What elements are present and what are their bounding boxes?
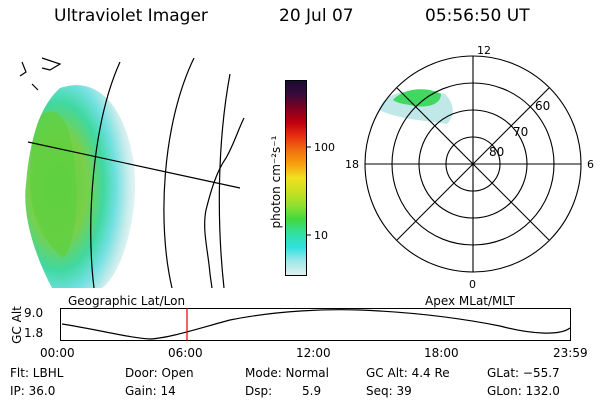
colorbar-unit-label: photon cm⁻²s⁻¹ [269, 135, 283, 229]
flt-info: Flt: LBHL [10, 366, 64, 380]
geographic-label: Geographic Lat/Lon [68, 294, 186, 308]
date-label: 20 Jul 07 [279, 6, 354, 26]
coastline [204, 117, 245, 289]
xtick-1200: 12:00 [296, 346, 331, 360]
ip-info: IP: 36.0 [10, 384, 56, 398]
colorbar-tick-100: 100 [314, 141, 335, 154]
aurora-polar-core [393, 89, 441, 107]
xtick-2359: 23:59 [553, 346, 588, 360]
polar-plot: 12 18 6 0 60 70 80 [345, 44, 594, 291]
colorbar-tick-10: 10 [314, 229, 328, 242]
altitude-curve [61, 309, 571, 340]
lat-label-70: 70 [513, 125, 528, 139]
geographic-image-panel [19, 57, 245, 289]
colorbar-axis: 100 10 [306, 141, 335, 242]
timeline-plot [60, 308, 571, 341]
timeline-axis-title: GC Alt [9, 306, 24, 344]
instrument-title: Ultraviolet Imager [54, 6, 208, 26]
gain-info: Gain: 14 [125, 384, 176, 398]
mlt-label-12: 12 [477, 44, 491, 57]
coastline [19, 57, 62, 91]
lat-label-80: 80 [489, 145, 504, 159]
xtick-0600: 06:00 [168, 346, 203, 360]
glon-info: GLon: 132.0 [487, 384, 560, 398]
latitude-arc [218, 73, 231, 289]
mode-info: Mode: Normal [245, 366, 329, 380]
ytick-1.8: 1.8 [24, 326, 44, 340]
dsp-value: 5.9 [302, 384, 322, 398]
glat-info: GLat: −55.7 [487, 366, 560, 380]
aurora-core [30, 111, 77, 258]
xtick-1800: 18:00 [424, 346, 459, 360]
mlt-label-18: 18 [345, 158, 359, 171]
apex-label: Apex MLat/MLT [425, 294, 515, 308]
time-label: 05:56:50 UT [425, 6, 530, 26]
dsp-label: Dsp: [245, 384, 273, 398]
door-info: Door: Open [125, 366, 194, 380]
latitude-arc [90, 61, 121, 289]
longitude-line [27, 141, 241, 189]
lat-label-60: 60 [535, 99, 550, 113]
colorbar [285, 80, 307, 276]
latitude-arc [163, 57, 195, 289]
mlt-label-6: 6 [587, 158, 594, 171]
gcalt-info: GC Alt: 4.4 Re [366, 366, 450, 380]
ytick-9: 9.0 [24, 306, 44, 320]
xtick-0000: 00:00 [40, 346, 75, 360]
mlt-label-0: 0 [469, 278, 476, 291]
seq-info: Seq: 39 [366, 384, 412, 398]
